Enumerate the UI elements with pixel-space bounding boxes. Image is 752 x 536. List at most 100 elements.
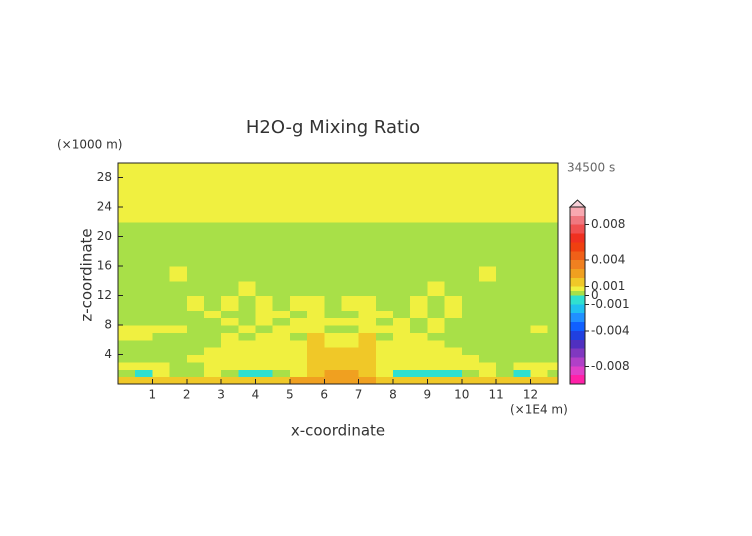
field-cell [135,317,153,326]
field-cell [272,236,291,252]
field-cell [530,295,549,311]
y-axis-label: z-coordinate [78,228,96,321]
field-cell [375,177,394,193]
field-cell [410,295,428,311]
field-cell [238,376,256,384]
field-cell [410,369,428,378]
field-cell [118,369,136,378]
field-cell [427,163,446,179]
field-cell [496,361,514,370]
field-cell [427,280,446,297]
field-cell [118,177,136,193]
field-cell [307,251,325,267]
field-cell [530,163,549,179]
field-cell [393,376,411,384]
field-cell [135,332,153,341]
field-cell [358,354,377,363]
field-cell [375,280,394,297]
colorbar-segment [570,304,585,314]
field-cell [341,361,360,370]
field-cell [221,354,239,363]
field-cell [118,266,136,282]
field-cell [255,325,274,333]
field-cell [375,207,394,223]
field-cell [169,376,188,384]
field-cell [118,376,136,384]
field-cell [169,163,188,179]
field-cell [410,266,428,282]
field-cell [530,251,549,267]
field-cell [289,295,308,311]
field-cell [461,177,480,193]
field-cell [393,280,411,297]
field-cell [169,354,188,363]
field-cell [203,354,222,363]
colorbar-segment [570,207,585,216]
field-cell [444,325,463,333]
field-cell [255,266,274,282]
field-cell [307,376,325,384]
field-cell [444,295,463,311]
y-tick-label: 24 [97,200,112,214]
field-cell [169,192,188,208]
field-cell [238,339,256,348]
field-cell [203,376,222,384]
field-cell [393,221,411,238]
field-cell [513,332,531,341]
field-cell [496,325,514,333]
field-cell [186,325,205,333]
field-cell [255,317,274,326]
field-cell [135,369,153,378]
colorbar-segment [570,339,585,349]
field-cell [530,325,549,333]
field-cell [547,280,558,297]
field-cell [530,207,549,223]
field-cell [324,163,342,179]
field-cell [203,339,222,348]
field-cell [496,280,514,297]
field-cell [152,332,171,341]
field-cell [238,163,256,179]
field-cell [444,251,463,267]
field-cell [393,207,411,223]
field-cell [118,192,136,208]
field-cell [530,354,549,363]
x-tick-label: 3 [217,388,225,402]
time-label: 34500 s [567,161,615,175]
field-cell [444,207,463,223]
x-tick-label: 12 [523,388,538,402]
field-cell [203,369,222,378]
field-cell [324,251,342,267]
field-cell [513,369,531,378]
field-cell [272,163,291,179]
field-cell [375,376,394,384]
field-cell [152,376,171,384]
field-cell [341,221,360,238]
colorbar-segment [570,322,585,331]
field-cell [135,347,153,356]
field-cell [255,192,274,208]
field-cell [169,325,188,333]
field-cell [513,251,531,267]
x-axis-label: x-coordinate [291,422,385,440]
field-cell [444,310,463,319]
field-cell [221,236,239,252]
field-cell [152,325,171,333]
field-cell [444,317,463,326]
field-cell [307,280,325,297]
field-cell [513,236,531,252]
field-cell [341,325,360,333]
field-cell [272,310,291,319]
field-cell [393,163,411,179]
field-cell [513,221,531,238]
field-cell [530,236,549,252]
field-cell [152,266,171,282]
chart-title: H2O-g Mixing Ratio [246,117,420,138]
colorbar-segment [570,295,585,305]
field-cell [547,251,558,267]
field-cell [221,177,239,193]
field-cell [221,376,239,384]
field-cell [324,354,342,363]
field-cell [272,295,291,311]
field-cell [461,310,480,319]
